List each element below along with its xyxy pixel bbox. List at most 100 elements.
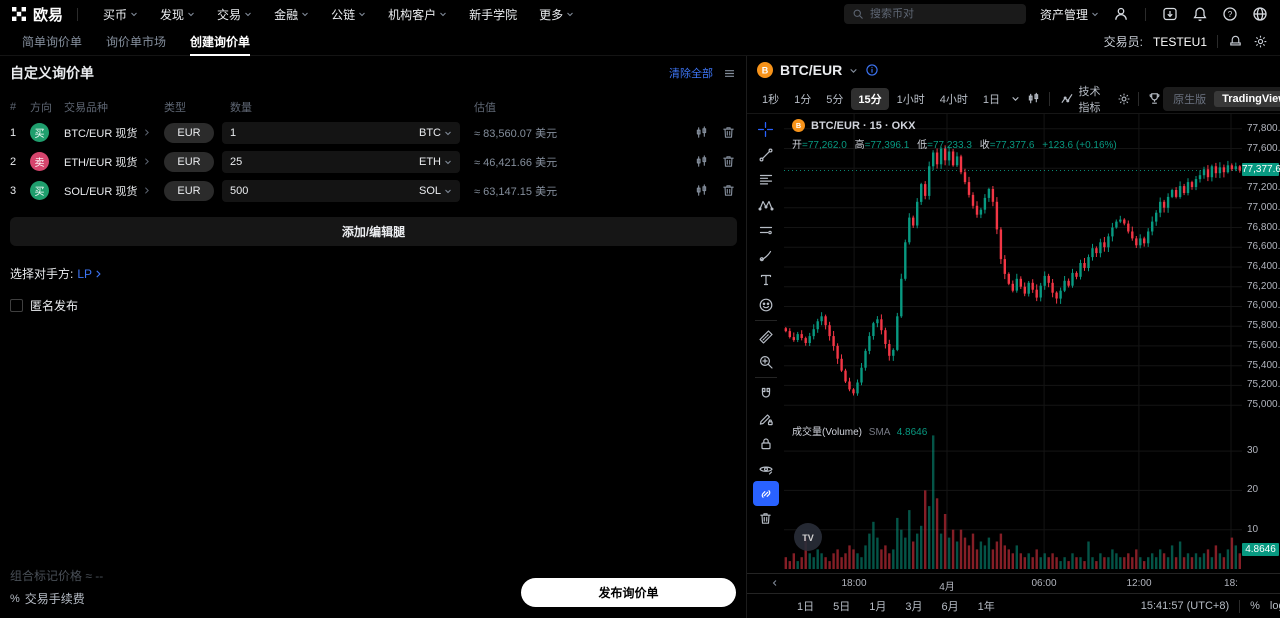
nav-item-5[interactable]: 机构客户: [377, 6, 458, 23]
trader-hat-icon[interactable]: [1228, 34, 1243, 49]
tab-1[interactable]: 询价单市场: [106, 35, 167, 49]
btc-icon: B: [757, 62, 773, 78]
symbol-title[interactable]: BTC/EUR: [780, 62, 843, 78]
type-pill[interactable]: EUR: [164, 151, 214, 172]
scale-percent-button[interactable]: %: [1250, 600, 1260, 612]
tool-crosshair-icon[interactable]: [753, 117, 779, 142]
tool-link-icon[interactable]: [752, 481, 779, 506]
chart-plot[interactable]: B BTC/EUR · 15 · OKX 开=77,262.0 高=77,396…: [784, 114, 1242, 573]
nav-item-1[interactable]: 发现: [149, 6, 206, 23]
trash-icon[interactable]: [721, 125, 736, 140]
tool-ruler-icon[interactable]: [753, 324, 779, 349]
range-1月[interactable]: 1月: [869, 601, 887, 613]
user-icon[interactable]: [1113, 6, 1129, 22]
tool-brush-icon[interactable]: [753, 242, 779, 267]
nav-item-2[interactable]: 交易: [206, 6, 263, 23]
tool-zoom-in-icon[interactable]: [753, 349, 779, 374]
range-3月[interactable]: 3月: [905, 601, 923, 613]
tool-trend-line-icon[interactable]: [753, 142, 779, 167]
tool-magnet-icon[interactable]: [753, 381, 779, 406]
mode-tradingview[interactable]: TradingView: [1214, 90, 1280, 107]
view-chart-icon[interactable]: [694, 125, 709, 140]
globe-icon[interactable]: [1252, 6, 1268, 22]
type-pill[interactable]: EUR: [164, 122, 214, 143]
tool-long-pos-icon[interactable]: [753, 217, 779, 242]
currency-select[interactable]: BTC: [419, 127, 452, 139]
chevron-down-icon[interactable]: [849, 66, 858, 75]
search-box[interactable]: [843, 4, 1026, 24]
tool-trash-icon[interactable]: [753, 506, 779, 531]
trash-icon[interactable]: [721, 154, 736, 169]
clock[interactable]: 15:41:57 (UTC+8): [1140, 600, 1230, 612]
interval-4小时[interactable]: 4小时: [939, 93, 968, 106]
submit-rfq-button[interactable]: 发布询价单: [521, 578, 736, 607]
tool-lock-icon[interactable]: [753, 431, 779, 456]
nav-item-4[interactable]: 公链: [320, 6, 377, 23]
indicators-button[interactable]: 技术指标: [1056, 83, 1115, 115]
price-axis[interactable]: 77,800.077,600.077,400.077,200.077,000.0…: [1242, 114, 1280, 573]
okx-logo[interactable]: 欧易: [12, 4, 63, 25]
scroll-left-icon[interactable]: [771, 579, 779, 587]
gear-icon[interactable]: [1253, 34, 1268, 49]
trash-icon[interactable]: [721, 183, 736, 198]
help-icon[interactable]: ?: [1222, 6, 1238, 22]
add-edit-leg-button[interactable]: 添加/编辑腿: [10, 217, 737, 246]
tool-eye-icon[interactable]: [753, 456, 779, 481]
chevron-down-icon: [444, 129, 452, 137]
view-chart-icon[interactable]: [694, 154, 709, 169]
interval-5分[interactable]: 5分: [826, 93, 844, 106]
instrument-link[interactable]: SOL/EUR 现货: [64, 183, 164, 199]
price-tick: 75,200.0: [1247, 379, 1280, 390]
interval-chevron-icon[interactable]: [1007, 88, 1025, 110]
range-1年[interactable]: 1年: [977, 601, 995, 613]
instrument-link[interactable]: ETH/EUR 现货: [64, 154, 164, 170]
view-chart-icon[interactable]: [694, 183, 709, 198]
amount-input[interactable]: [230, 126, 415, 139]
amount-field[interactable]: ETH: [222, 150, 460, 173]
nav-item-6[interactable]: 新手学院: [469, 7, 518, 22]
tool-xabcd-icon[interactable]: [753, 192, 779, 217]
scale-log-button[interactable]: log: [1269, 600, 1280, 612]
tool-emoji-icon[interactable]: [753, 292, 779, 317]
instrument-link[interactable]: BTC/EUR 现货: [64, 125, 164, 141]
clear-all-link[interactable]: 清除全部: [669, 68, 713, 80]
tool-edit-lock-icon[interactable]: [753, 406, 779, 431]
tab-0[interactable]: 简单询价单: [22, 35, 83, 49]
time-axis[interactable]: 18:00 4月 06:00 12:00 18:: [747, 573, 1280, 593]
amount-field[interactable]: BTC: [222, 121, 460, 144]
volume-tick: 20: [1247, 484, 1259, 495]
amount-field[interactable]: SOL: [222, 179, 460, 202]
tab-2[interactable]: 创建询价单: [178, 28, 262, 56]
nav-item-0[interactable]: 买币: [92, 6, 149, 23]
download-icon[interactable]: [1162, 6, 1178, 22]
interval-1小时[interactable]: 1小时: [896, 93, 925, 106]
info-icon[interactable]: [865, 63, 879, 77]
interval-15分[interactable]: 15分: [851, 87, 889, 110]
amount-input[interactable]: [230, 155, 415, 168]
type-pill[interactable]: EUR: [164, 180, 214, 201]
indicator-settings-icon[interactable]: [1115, 88, 1133, 110]
currency-select[interactable]: SOL: [419, 185, 452, 197]
bell-icon[interactable]: [1192, 6, 1208, 22]
range-1日[interactable]: 1日: [797, 601, 815, 613]
interval-1日[interactable]: 1日: [982, 93, 1000, 106]
counterparty-link[interactable]: LP: [77, 267, 103, 281]
interval-1秒[interactable]: 1秒: [762, 93, 780, 106]
range-6月[interactable]: 6月: [941, 601, 959, 613]
trophy-icon[interactable]: [1145, 88, 1163, 110]
mode-native[interactable]: 原生版: [1173, 93, 1207, 106]
tool-fib-icon[interactable]: [753, 167, 779, 192]
search-input[interactable]: [869, 8, 1018, 20]
assets-menu[interactable]: 资产管理: [1040, 6, 1099, 23]
panel-menu-icon[interactable]: [723, 67, 736, 80]
amount-input[interactable]: [230, 184, 415, 197]
tool-text-icon[interactable]: [753, 267, 779, 292]
nav-item-7[interactable]: 更多: [528, 6, 585, 23]
price-tick: 77,000.0: [1247, 202, 1280, 213]
range-5日[interactable]: 5日: [833, 601, 851, 613]
anonymous-checkbox[interactable]: [10, 299, 23, 312]
interval-1分[interactable]: 1分: [794, 93, 812, 106]
candle-style-icon[interactable]: [1025, 88, 1043, 110]
nav-item-3[interactable]: 金融: [263, 6, 320, 23]
currency-select[interactable]: ETH: [419, 156, 452, 168]
